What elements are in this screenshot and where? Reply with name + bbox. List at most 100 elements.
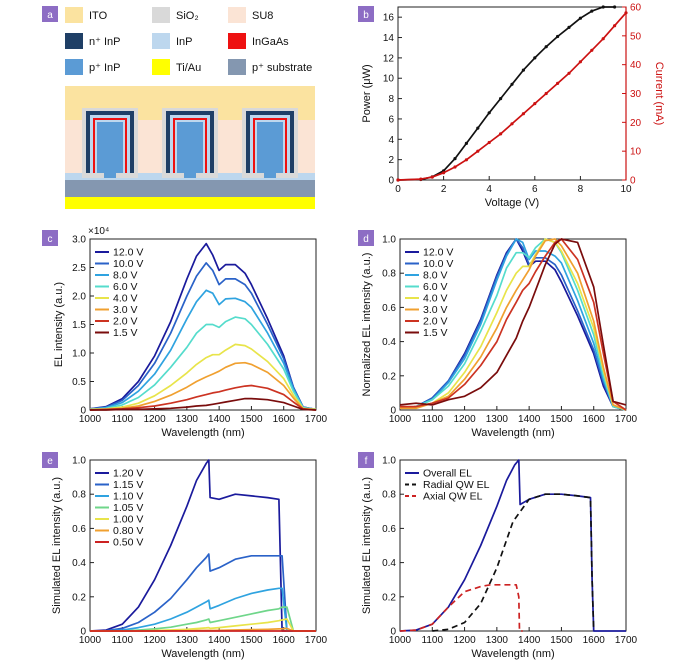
y-axis-label: Simulated EL intensity (a.u.) <box>51 477 63 614</box>
y-axis-exponent: ×10⁴ <box>88 226 109 237</box>
y-tick-label: 10 <box>383 74 395 85</box>
series-line-10-0-v <box>89 262 317 411</box>
y-tick-label: 0 <box>80 627 86 638</box>
x-tick-label: 10 <box>620 184 632 195</box>
x-tick-label: 1500 <box>550 635 573 646</box>
series-line-1-5-v <box>90 397 317 411</box>
core-stem <box>264 172 276 178</box>
nanowire-2 <box>162 108 218 178</box>
data-point-current <box>533 102 537 106</box>
panel-label-c: c <box>48 234 53 245</box>
panel-d-normalized-el-chart: d 1000 1100 1200 1300 1400 1500 1600 1700 0 0.2 0.… <box>358 230 638 439</box>
x-tick-label: 1600 <box>273 635 296 646</box>
y2-tick-label: 0 <box>630 176 636 187</box>
series-line-3-0-v <box>89 361 317 411</box>
series-line-2-0-v <box>400 238 627 411</box>
data-point-current <box>521 112 526 116</box>
legend-entry-1: 1.15 V <box>113 479 143 491</box>
y-tick-label: 2.5 <box>72 263 86 274</box>
legend-label-1: SiO₂ <box>176 10 199 22</box>
legend-entry-4: 4.0 V <box>423 293 448 305</box>
panel-c-el-intensity-chart: c 1000 1100 1200 1300 1400 1500 1600 1700 0 0.5 1.… <box>42 226 328 439</box>
x-tick-label: 1300 <box>486 635 509 646</box>
data-point-current <box>544 91 548 96</box>
series-line-1-05-v <box>90 606 316 632</box>
y-tick-label: 16 <box>383 13 395 24</box>
x-tick-label: 1700 <box>615 414 638 425</box>
legend-entry-2: Axial QW EL <box>423 491 483 503</box>
data-point-power <box>567 25 571 29</box>
legend-entry-6: 2.0 V <box>113 316 138 328</box>
panel-label-a: a <box>47 10 53 21</box>
legend-swatch-8 <box>228 59 246 75</box>
x-tick-label: 1200 <box>143 635 166 646</box>
y-tick-label: 0 <box>388 176 394 187</box>
y-tick-label: 0.5 <box>72 377 86 388</box>
y-tick-label: 0.4 <box>72 558 86 569</box>
legend-entry-0: Overall EL <box>423 468 472 480</box>
legend-entry-2: 8.0 V <box>423 270 448 282</box>
x-tick-label: 0 <box>395 184 401 195</box>
data-point-power <box>590 9 594 13</box>
plot-frame-d <box>399 238 627 411</box>
x-tick-label: 1100 <box>422 414 444 425</box>
legend-label-8: p⁺ substrate <box>252 62 312 74</box>
data-point-power <box>578 16 583 20</box>
legend-entry-4: 4.0 V <box>113 293 138 305</box>
x-tick-label: 1500 <box>550 414 573 425</box>
x-tick-label: 1300 <box>176 414 199 425</box>
series-line-1-20-v <box>89 459 316 632</box>
legend-entry-2: 1.10 V <box>113 491 143 503</box>
y-tick-label: 0.2 <box>382 592 396 603</box>
x-tick-label: 4 <box>486 184 492 195</box>
y-tick-label: 0.8 <box>72 490 86 501</box>
series-line-3-0-v <box>400 238 627 411</box>
data-point-current <box>476 149 480 153</box>
series-line-radial-qw-el <box>432 493 595 632</box>
y2-tick-label: 50 <box>630 31 642 42</box>
data-point-current <box>396 178 400 182</box>
y-tick-label: 0 <box>390 406 396 417</box>
x-tick-label: 1400 <box>208 635 231 646</box>
x-axis-label: Wavelength (nm) <box>161 427 244 439</box>
panel-a-schematic: a ITO SiO₂ SU8 n⁺ InP InP InGaAs p⁺ InP Ti/Au p⁺… <box>42 6 315 209</box>
x-tick-label: 1000 <box>79 414 102 425</box>
x-tick-label: 1000 <box>389 414 412 425</box>
x-tick-label: 1600 <box>583 414 606 425</box>
y-tick-label: 2.0 <box>72 292 86 303</box>
p-inp-core <box>177 122 203 173</box>
x-tick-label: 2 <box>441 184 447 195</box>
x-tick-label: 1100 <box>112 635 134 646</box>
y-tick-label: 0.6 <box>382 524 396 535</box>
legend-entry-7: 1.5 V <box>423 327 448 339</box>
series-line-4-0-v <box>399 238 627 411</box>
data-point-current <box>487 140 491 145</box>
data-point-current <box>419 177 423 181</box>
panel-label-box-e <box>42 452 58 468</box>
y-tick-label: 1.5 <box>72 320 86 331</box>
panel-label-d: d <box>363 234 369 245</box>
y-tick-label: 0 <box>390 627 396 638</box>
legend-entry-3: 6.0 V <box>113 281 138 293</box>
legend-entry-5: 3.0 V <box>423 304 448 316</box>
x-tick-label: 1100 <box>112 414 134 425</box>
legend-entry-4: 1.00 V <box>113 514 143 526</box>
y-tick-label: 0.8 <box>382 269 396 280</box>
y-tick-label: 3.0 <box>72 235 86 246</box>
y-tick-label: 4 <box>388 135 394 146</box>
x-tick-label: 1700 <box>615 635 638 646</box>
legend-label-6: p⁺ InP <box>89 62 121 74</box>
x-tick-label: 6 <box>532 184 538 195</box>
data-point-power <box>487 111 491 115</box>
legend-swatch-6 <box>65 59 83 75</box>
series-line-1-5-v <box>399 238 627 406</box>
legend-entry-0: 1.20 V <box>113 468 143 480</box>
layer-ti-au <box>65 197 315 209</box>
series-line-overall-el <box>399 459 626 632</box>
x-tick-label: 1400 <box>208 414 231 425</box>
data-point-current <box>430 175 434 179</box>
data-point-power <box>521 68 526 72</box>
legend-entry-1: Radial QW EL <box>423 479 490 491</box>
data-point-current <box>624 11 628 15</box>
